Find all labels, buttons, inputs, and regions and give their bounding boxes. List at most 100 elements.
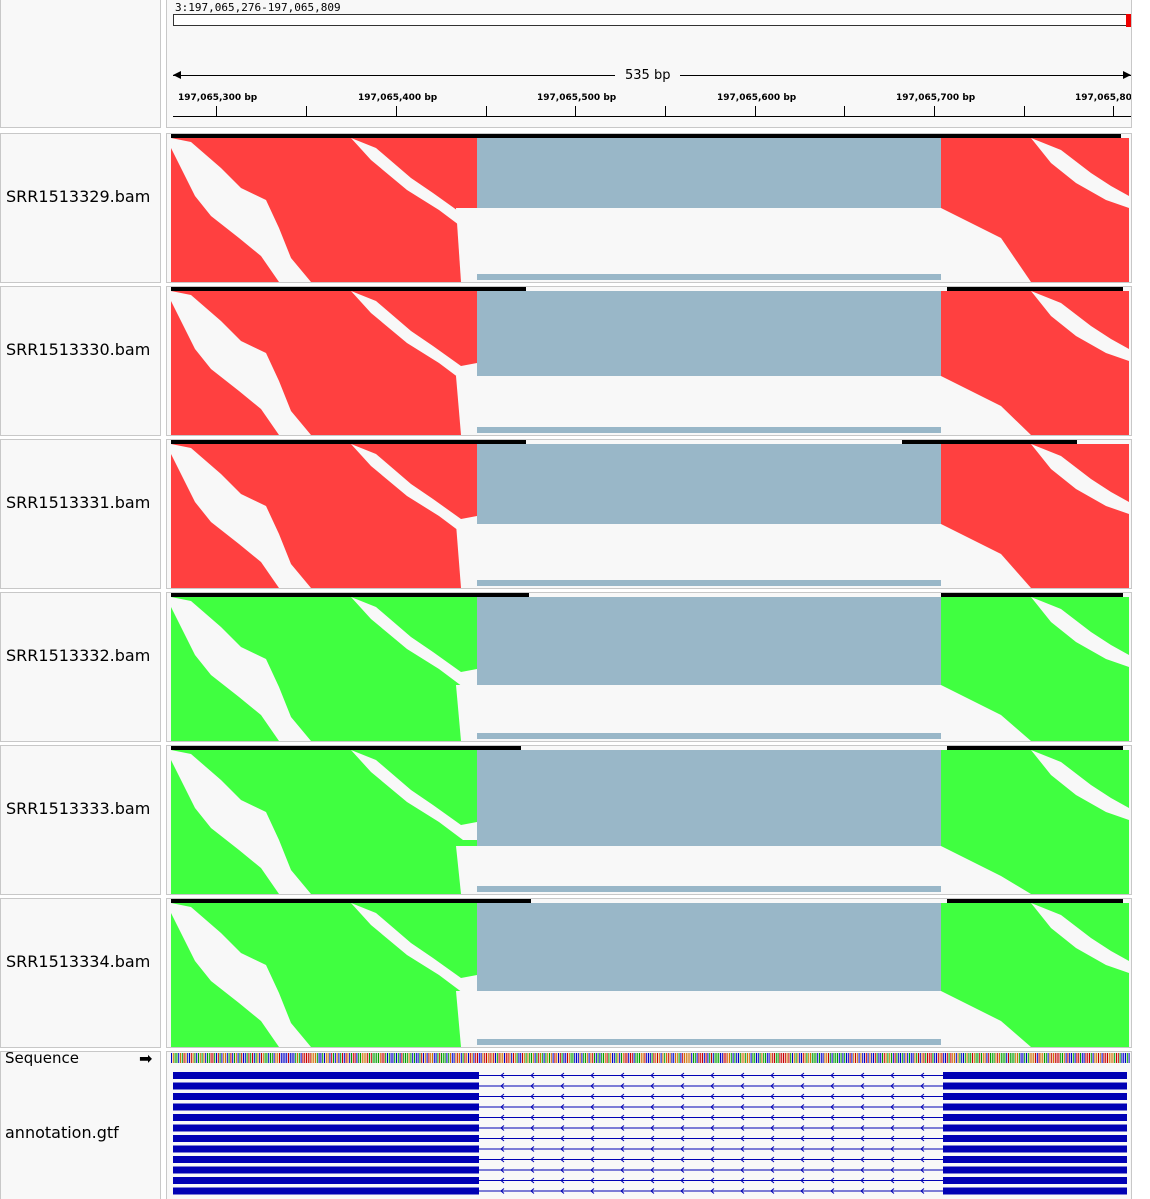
base-tick [1060, 1053, 1062, 1063]
coverage-bar [171, 134, 1121, 138]
base-tick [878, 1053, 880, 1063]
annotation-track-label: annotation.gtf [5, 1123, 119, 1142]
base-tick [775, 1053, 777, 1063]
base-tick [385, 1053, 387, 1063]
read-pileup[interactable] [171, 597, 1129, 741]
feature-name-panel[interactable] [0, 1051, 161, 1199]
alignment-track[interactable] [166, 745, 1132, 895]
base-tick [1047, 1053, 1049, 1063]
base-tick [185, 1053, 187, 1063]
read-pileup[interactable] [171, 903, 1129, 1047]
base-tick [653, 1053, 655, 1063]
base-tick [552, 1053, 554, 1063]
strand-arrow-icon [740, 1083, 745, 1089]
read-pileup[interactable] [171, 291, 1129, 435]
alignment-gap [1031, 597, 1129, 667]
exon-block [943, 1082, 1127, 1090]
base-tick [441, 1053, 442, 1063]
alignment-track[interactable] [166, 133, 1132, 283]
track-name-panel[interactable]: SRR1513333.bam [0, 745, 161, 895]
base-tick [491, 1053, 493, 1063]
strand-arrow-icon [650, 1188, 655, 1194]
base-tick [581, 1053, 583, 1063]
base-tick [415, 1053, 417, 1063]
track-name-panel[interactable]: SRR1513330.bam [0, 286, 161, 436]
splice-junction-reads [477, 427, 941, 433]
tick-major [575, 106, 576, 116]
base-tick [372, 1053, 374, 1063]
base-tick [703, 1053, 705, 1063]
track-name-panel[interactable]: SRR1513329.bam [0, 133, 161, 283]
strand-arrow-icon[interactable]: ➡ [139, 1049, 153, 1068]
tick-major [216, 106, 217, 116]
strand-arrow-icon [710, 1104, 715, 1110]
base-tick [378, 1053, 379, 1063]
strand-arrow-icon [770, 1083, 775, 1089]
base-tick [819, 1053, 820, 1063]
base-tick [1083, 1053, 1085, 1063]
base-tick [999, 1053, 1000, 1063]
strand-arrow-icon [920, 1083, 925, 1089]
read-pileup[interactable] [171, 750, 1129, 894]
strand-arrow-icon [740, 1114, 745, 1121]
base-tick [493, 1053, 495, 1063]
strand-arrow-icon [800, 1093, 805, 1100]
base-tick [360, 1053, 361, 1063]
annotation-track[interactable] [171, 1070, 1131, 1199]
splice-junction-reads [477, 291, 941, 376]
base-tick [212, 1053, 214, 1063]
alignment-track[interactable] [166, 439, 1132, 589]
track-name: SRR1513332.bam [6, 646, 151, 665]
base-tick [1107, 1053, 1108, 1063]
sequence-track[interactable] [171, 1053, 1131, 1063]
feature-panel[interactable] [166, 1051, 1132, 1199]
alignment-gap [351, 903, 477, 993]
base-tick [383, 1053, 385, 1063]
base-tick [439, 1053, 441, 1063]
tick-label: 197,065,400 bp [358, 93, 438, 103]
base-tick [176, 1053, 178, 1063]
strand-arrow-icon [740, 1167, 745, 1173]
read-pileup[interactable] [171, 138, 1129, 282]
base-tick [729, 1053, 730, 1063]
base-tick [561, 1053, 563, 1063]
strand-arrow-icon [740, 1072, 745, 1079]
alignment-track[interactable] [166, 592, 1132, 742]
strand-arrow-icon [620, 1125, 625, 1131]
read-pileup[interactable] [171, 444, 1129, 588]
base-tick [419, 1053, 421, 1063]
base-tick [648, 1053, 649, 1063]
base-tick [952, 1053, 954, 1063]
base-tick [1051, 1053, 1053, 1063]
strand-arrow-icon [800, 1104, 805, 1110]
track-name-panel[interactable]: SRR1513332.bam [0, 592, 161, 742]
base-tick [756, 1053, 757, 1063]
base-tick [842, 1053, 844, 1063]
base-tick [376, 1053, 378, 1063]
base-tick [856, 1053, 858, 1063]
base-tick [1031, 1053, 1033, 1063]
base-tick [1054, 1053, 1056, 1063]
alignment-track[interactable] [166, 286, 1132, 436]
chromosome-ideogram[interactable] [173, 14, 1131, 27]
base-tick [248, 1053, 250, 1063]
ruler-panel[interactable]: 3:197,065,276-197,065,809 535 bp 197,065… [166, 0, 1132, 128]
base-tick [460, 1053, 462, 1063]
base-tick [745, 1053, 747, 1063]
tick-major [934, 106, 935, 116]
base-tick [214, 1053, 216, 1063]
base-tick [792, 1053, 793, 1063]
base-tick [565, 1053, 567, 1063]
base-tick [644, 1053, 646, 1063]
track-name-panel[interactable]: SRR1513331.bam [0, 439, 161, 589]
base-tick [217, 1053, 219, 1063]
base-tick [255, 1053, 257, 1063]
base-tick [979, 1053, 981, 1063]
base-tick [295, 1053, 297, 1063]
base-tick [810, 1053, 811, 1063]
strand-arrow-icon [770, 1114, 775, 1121]
base-tick [511, 1053, 513, 1063]
track-name-panel[interactable]: SRR1513334.bam [0, 898, 161, 1048]
alignment-track[interactable] [166, 898, 1132, 1048]
base-tick [988, 1053, 990, 1063]
